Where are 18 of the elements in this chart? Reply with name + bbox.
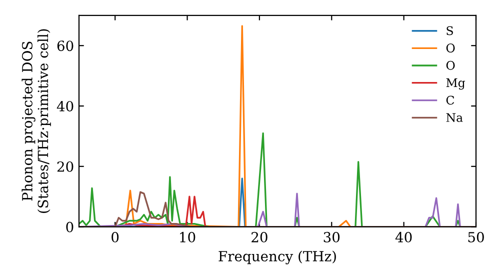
- x-axis-title: Frequency (THz): [218, 250, 336, 264]
- y-tick-label: 0: [66, 222, 74, 232]
- y-tick-label: 60: [57, 40, 74, 52]
- legend-label: C: [446, 96, 454, 105]
- legend-label: Na: [446, 113, 463, 122]
- y-tick-label: 20: [57, 161, 74, 172]
- x-tick-label: 50: [468, 232, 484, 242]
- y-tick-label: 40: [56, 100, 74, 112]
- legend-label: O: [446, 44, 455, 52]
- y-axis-title: Phonon projected DOS (States/THz·primitive cell): [22, 29, 51, 213]
- x-tick-label: 20: [252, 232, 268, 242]
- x-tick-label: 30: [324, 232, 340, 242]
- legend-label: S: [446, 26, 453, 36]
- x-tick-label: 10: [180, 232, 196, 242]
- x-tick-label: 0: [112, 232, 119, 242]
- legend-label: O: [446, 60, 455, 70]
- legend-label: Mg: [446, 78, 466, 90]
- x-tick-label: 40: [395, 232, 412, 242]
